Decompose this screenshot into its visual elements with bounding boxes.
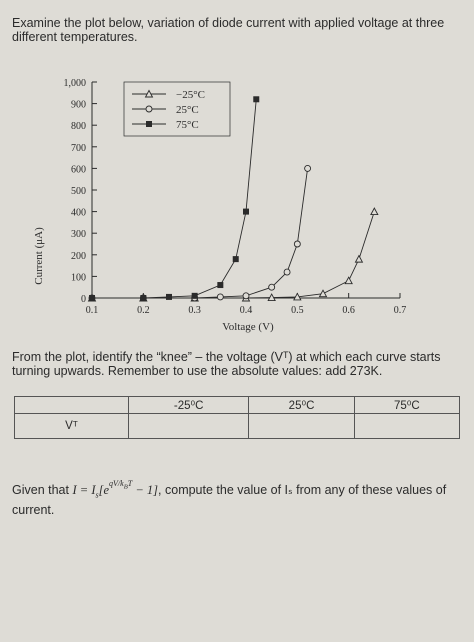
series-line [92, 168, 309, 299]
square-marker [140, 295, 147, 301]
legend-box [123, 81, 231, 137]
y-axis-label: Current (μA) [33, 227, 45, 285]
plot-axes [91, 82, 400, 299]
y-tick-label: 900 [71, 100, 86, 111]
table-row-label: Vᵀ [14, 413, 129, 439]
plot-markers [87, 96, 379, 302]
y-tick-label: 500 [71, 186, 86, 197]
series-line [92, 99, 257, 299]
circle-marker [216, 293, 224, 301]
triangle-marker [293, 292, 302, 301]
square-marker [243, 208, 249, 215]
table-header-cell: 75⁰C [353, 396, 461, 414]
square-marker [253, 96, 260, 103]
square-marker [89, 295, 95, 301]
x-axis-label: Voltage (V) [222, 321, 274, 333]
circle-marker [242, 292, 250, 300]
x-tick-label: 0.4 [240, 305, 253, 316]
y-tick-label: 700 [71, 143, 86, 154]
triangle-marker [144, 89, 154, 98]
y-tick-label: 0 [81, 294, 86, 305]
vt-table: -25⁰C 25⁰C 75⁰C Vᵀ [14, 396, 461, 439]
square-marker [166, 293, 172, 300]
intro-text: Examine the plot below, variation of dio… [12, 16, 445, 44]
formula: I = Is[eqV/kBT − 1] [72, 479, 159, 500]
table-header-row: -25⁰C 25⁰C 75⁰C [14, 396, 461, 414]
triangle-marker [344, 276, 353, 285]
answer-cell[interactable] [127, 413, 250, 439]
y-tick-label: 600 [71, 164, 86, 175]
square-marker [217, 282, 224, 289]
plot-legend: −25°C 25°C 75°C [123, 81, 231, 137]
table-corner-cell [14, 396, 129, 414]
x-tick-label: 0.2 [137, 305, 150, 316]
legend-entry: 25°C [176, 104, 199, 116]
circle-marker [283, 268, 291, 276]
table-header-cell: 25⁰C [248, 396, 355, 414]
answer-cell[interactable] [248, 413, 355, 439]
square-marker [232, 256, 239, 263]
series-line [92, 211, 375, 299]
given-text: Given that I = Is[eqV/kBT − 1], compute … [12, 479, 447, 517]
triangle-marker [267, 293, 276, 302]
circle-marker [145, 105, 153, 113]
x-tick-label: 0.7 [394, 305, 407, 316]
circle-marker [304, 164, 312, 172]
y-tick-label: 100 [71, 272, 86, 283]
question-text: From the plot, identify the “knee” – the… [12, 350, 441, 378]
plot-ticks: 0 100 200 300 400 500 600 700 800 900 1,000 0.1 0.2 0… [64, 78, 407, 316]
table-row: Vᵀ [14, 413, 461, 439]
circle-marker [293, 240, 301, 248]
y-tick-label: 1,000 [64, 78, 87, 89]
diode-iv-plot: 0 100 200 300 400 500 600 700 800 900 1,000 0.1 0.2 0… [33, 78, 407, 333]
legend-entry: 75°C [176, 119, 199, 131]
x-tick-label: 0.5 [291, 305, 304, 316]
y-tick-label: 400 [71, 208, 86, 219]
table-header-cell: -25⁰C [127, 396, 250, 414]
answer-cell[interactable] [353, 413, 461, 439]
circle-marker [268, 283, 276, 291]
x-tick-label: 0.6 [342, 305, 355, 316]
square-marker [191, 292, 198, 299]
triangle-marker [354, 254, 364, 263]
legend-entry: −25°C [176, 89, 205, 101]
plot-curves [92, 99, 375, 299]
square-marker [146, 121, 152, 127]
x-tick-label: 0.3 [188, 305, 201, 316]
x-tick-label: 0.1 [86, 305, 99, 316]
triangle-marker [370, 207, 379, 216]
y-tick-label: 800 [71, 121, 86, 132]
y-tick-label: 200 [71, 251, 86, 262]
triangle-marker [318, 289, 328, 298]
y-tick-label: 300 [71, 229, 86, 240]
